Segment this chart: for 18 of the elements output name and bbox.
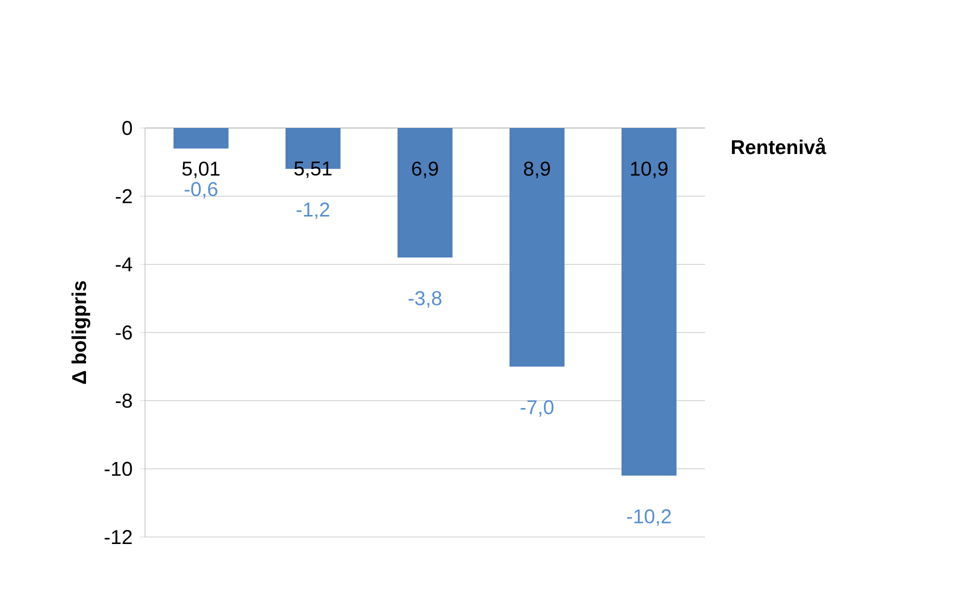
x-axis-title: Rentenivå [732, 138, 826, 154]
y-tick-label: -8 [116, 394, 132, 408]
y-tick-label: -10 [104, 462, 132, 476]
y-tick-label: -2 [116, 189, 132, 204]
data-label: -1,2 [296, 202, 330, 220]
y-axis-title: Δ boligpris [72, 281, 90, 384]
y-tick-label: -12 [104, 530, 132, 544]
y-tick-label: -6 [116, 325, 132, 340]
x-tick-label: 5,01 [182, 162, 220, 178]
x-tick-label: 6,9 [412, 162, 438, 178]
data-label: -0,6 [184, 182, 218, 199]
x-tick-label: 10,9 [631, 162, 668, 178]
y-tick-label: -4 [116, 257, 132, 272]
data-label: -10,2 [627, 509, 671, 526]
x-tick-label: 8,9 [524, 162, 550, 178]
data-label: -3,8 [408, 291, 442, 308]
y-tick-label: 0 [122, 120, 132, 136]
data-label: -7,0 [520, 400, 554, 417]
